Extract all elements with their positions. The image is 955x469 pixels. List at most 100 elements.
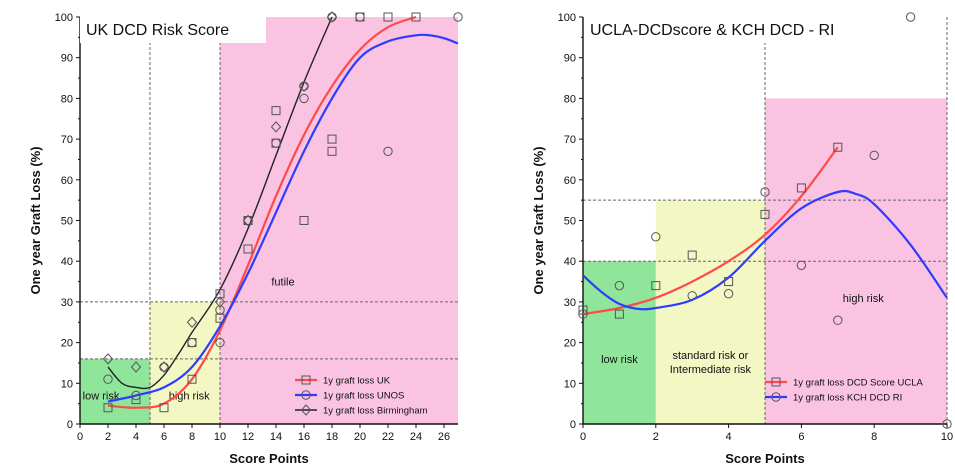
y-tick-label: 50 — [61, 216, 73, 228]
data-point-square — [327, 146, 337, 156]
legend-marker — [300, 404, 312, 416]
data-point-circle — [215, 305, 225, 315]
y-tick-label: 100 — [558, 12, 576, 24]
legend-label: 1y graft loss Birmingham — [323, 406, 428, 417]
data-point-circle — [355, 12, 365, 22]
data-point-square — [299, 216, 309, 225]
data-point-diamond — [270, 121, 282, 133]
data-point-square — [159, 403, 169, 413]
data-point-square — [243, 244, 253, 254]
data-point-diamond — [298, 80, 310, 92]
data-point-circle — [187, 337, 197, 348]
data-point-diamond — [242, 214, 254, 227]
x-tick-label: 4 — [133, 431, 139, 443]
data-point-square — [578, 305, 588, 315]
x-axis-label: Score Points — [229, 451, 308, 466]
x-tick-label: 24 — [410, 431, 422, 443]
y-tick-label: 70 — [61, 134, 73, 146]
data-point-square — [833, 142, 843, 152]
y-tick-label: 90 — [564, 53, 576, 65]
x-tick-label: 10 — [214, 431, 226, 443]
data-point-circle — [651, 232, 661, 242]
data-point-square — [411, 12, 421, 22]
data-point-square — [327, 134, 337, 144]
legend-marker — [301, 390, 311, 400]
data-point-square — [187, 374, 197, 384]
data-point-diamond — [214, 296, 226, 308]
x-tick-label: 8 — [189, 431, 195, 443]
legend-label: 1y graft loss DCD Score UCLA — [793, 378, 924, 389]
chart-panel-2: 0 10 20 30 40 50 60 70 80 90 100 0 2 4 6 8 10 Score Point… — [531, 12, 953, 466]
trend-curve-circle — [582, 189, 948, 311]
chart-title-background — [584, 17, 884, 43]
risk-zone — [583, 261, 656, 424]
y-tick-label: 30 — [564, 297, 576, 309]
y-tick-label: 50 — [564, 216, 576, 228]
x-tick-label: 10 — [941, 431, 953, 443]
data-point-square — [651, 281, 661, 291]
x-tick-label: 16 — [298, 431, 310, 443]
y-axis-label: One year Graft Loss (%) — [531, 146, 546, 294]
x-tick-label: 8 — [871, 431, 877, 443]
data-point-circle — [453, 12, 463, 22]
legend: 1y graft loss UK 1y graft loss UNOS 1y gra… — [295, 375, 428, 417]
data-point-circle — [614, 280, 625, 291]
data-point-circle — [687, 291, 697, 301]
data-point-square — [724, 277, 734, 287]
y-tick-label: 40 — [564, 256, 576, 268]
zone-label-line: standard risk or — [672, 350, 748, 362]
y-tick-label: 0 — [570, 419, 576, 431]
legend-marker — [771, 377, 781, 387]
legend: 1y graft loss DCD Score UCLA 1y graft los… — [765, 377, 924, 404]
data-point-circle — [271, 138, 281, 148]
risk-zone — [220, 17, 458, 424]
legend-marker — [771, 392, 781, 402]
data-point-circle — [760, 187, 770, 197]
y-tick-label: 60 — [564, 175, 576, 187]
y-tick-label: 30 — [61, 297, 73, 309]
chart-title: UCLA-DCDscore & KCH DCD - RI — [590, 22, 834, 39]
y-tick-label: 20 — [564, 338, 576, 350]
y-tick-label: 20 — [61, 338, 73, 350]
risk-zone — [655, 200, 765, 424]
y-tick-label: 40 — [61, 256, 73, 268]
x-tick-label: 2 — [105, 431, 111, 443]
legend-label: 1y graft loss UK — [323, 376, 391, 387]
x-tick-label: 6 — [161, 431, 167, 443]
y-tick-label: 80 — [61, 93, 73, 105]
zone-label: futile — [271, 277, 294, 289]
zone-label: high risk — [843, 293, 884, 305]
data-point-circle — [869, 150, 879, 161]
zone-label: low risk — [601, 354, 638, 366]
data-point-square — [215, 289, 225, 299]
data-point-square — [383, 12, 393, 22]
data-point-circle — [103, 374, 113, 384]
zone-label: low risk — [83, 391, 120, 403]
data-point-square — [687, 250, 697, 260]
data-point-circle — [833, 315, 843, 325]
y-tick-label: 60 — [61, 175, 73, 187]
data-point-square — [760, 209, 770, 219]
data-point-diamond — [326, 11, 338, 23]
data-point-circle — [578, 309, 588, 319]
data-point-circle — [215, 337, 225, 348]
data-point-square — [614, 309, 624, 319]
y-tick-label: 10 — [61, 378, 73, 390]
x-tick-label: 26 — [438, 431, 450, 443]
zone-label: standard risk or Intermediate risk — [670, 350, 752, 376]
y-tick-label: 10 — [564, 378, 576, 390]
y-tick-label: 100 — [55, 12, 73, 24]
data-point-circle — [299, 93, 309, 104]
x-tick-label: 2 — [653, 431, 659, 443]
legend-marker — [301, 375, 311, 385]
data-point-circle — [383, 146, 393, 157]
x-tick-label: 22 — [382, 431, 394, 443]
chart-title: UK DCD Risk Score — [86, 22, 229, 39]
data-point-circle — [905, 12, 916, 22]
data-point-circle — [796, 260, 807, 270]
legend-label: 1y graft loss UNOS — [323, 391, 404, 402]
x-tick-label: 14 — [270, 431, 282, 443]
y-axis-label: One year Graft Loss (%) — [28, 146, 43, 294]
